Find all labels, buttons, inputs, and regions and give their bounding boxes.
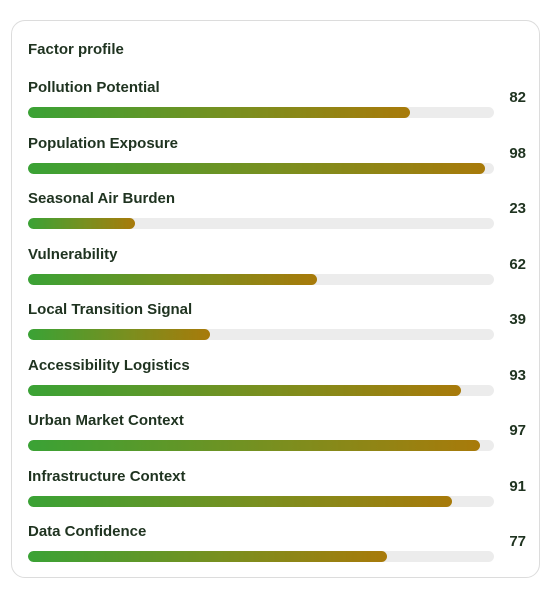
factor-value: 23 (509, 200, 526, 217)
factor-bar-fill (28, 384, 462, 396)
factor-bar-track (28, 440, 494, 451)
factor-bar-track (28, 384, 494, 396)
factor-bar-track (28, 162, 494, 174)
factor-bar-fill (28, 162, 485, 174)
factor-bar-fill (28, 107, 411, 118)
factor-label: Urban Market Context (28, 412, 184, 429)
factor-value: 97 (509, 422, 526, 439)
factor-profile-card: Factor profile Pollution Potential 82 Popu… (11, 20, 540, 578)
factor-bar-track (28, 329, 494, 340)
factor-row-vulnerability: Vulnerability 62 (28, 246, 526, 302)
factor-label: Pollution Potential (28, 79, 160, 96)
factor-row-urban-market-context: Urban Market Context 97 (28, 412, 526, 468)
factor-value: 62 (509, 255, 526, 273)
factor-label: Population Exposure (28, 134, 179, 152)
factor-label: Local Transition Signal (28, 301, 193, 318)
factor-row-pollution-potential: Pollution Potential 82 (28, 79, 526, 135)
factor-value: 39 (509, 311, 526, 328)
factor-row-accessibility-logistics: Accessibility Logistics 93 (28, 357, 526, 413)
factor-row-population-exposure: Population Exposure 98 (28, 135, 526, 191)
factor-bar-fill (28, 218, 136, 229)
factor-value: 91 (509, 477, 526, 495)
factor-row-infrastructure-context: Infrastructure Context 91 (28, 468, 526, 524)
factor-value: 82 (509, 89, 526, 106)
card-title: Factor profile (28, 41, 124, 58)
factor-bar-fill (28, 440, 481, 451)
factor-row-seasonal-air-burden: Seasonal Air Burden 23 (28, 190, 526, 246)
factor-label: Infrastructure Context (28, 467, 186, 485)
factor-label: Data Confidence (28, 523, 147, 540)
factor-bar-fill (28, 273, 317, 285)
factor-row-local-transition-signal: Local Transition Signal 39 (28, 301, 526, 357)
factor-bar-fill (28, 329, 210, 340)
factor-bar-track (28, 218, 494, 229)
factor-value: 77 (509, 533, 526, 550)
factor-bar-fill (28, 551, 387, 562)
factor-bar-fill (28, 495, 453, 507)
factor-label: Accessibility Logistics (28, 356, 190, 374)
factor-bar-track (28, 495, 494, 507)
factor-bar-track (28, 273, 494, 285)
factor-bar-track (28, 107, 494, 118)
factor-list: Pollution Potential 82 Population Exposure… (28, 79, 526, 579)
factor-bar-track (28, 551, 494, 562)
factor-label: Vulnerability (28, 245, 118, 263)
factor-label: Seasonal Air Burden (28, 190, 175, 207)
factor-value: 93 (509, 366, 526, 384)
factor-value: 98 (509, 144, 526, 162)
factor-row-data-confidence: Data Confidence 77 (28, 523, 526, 579)
